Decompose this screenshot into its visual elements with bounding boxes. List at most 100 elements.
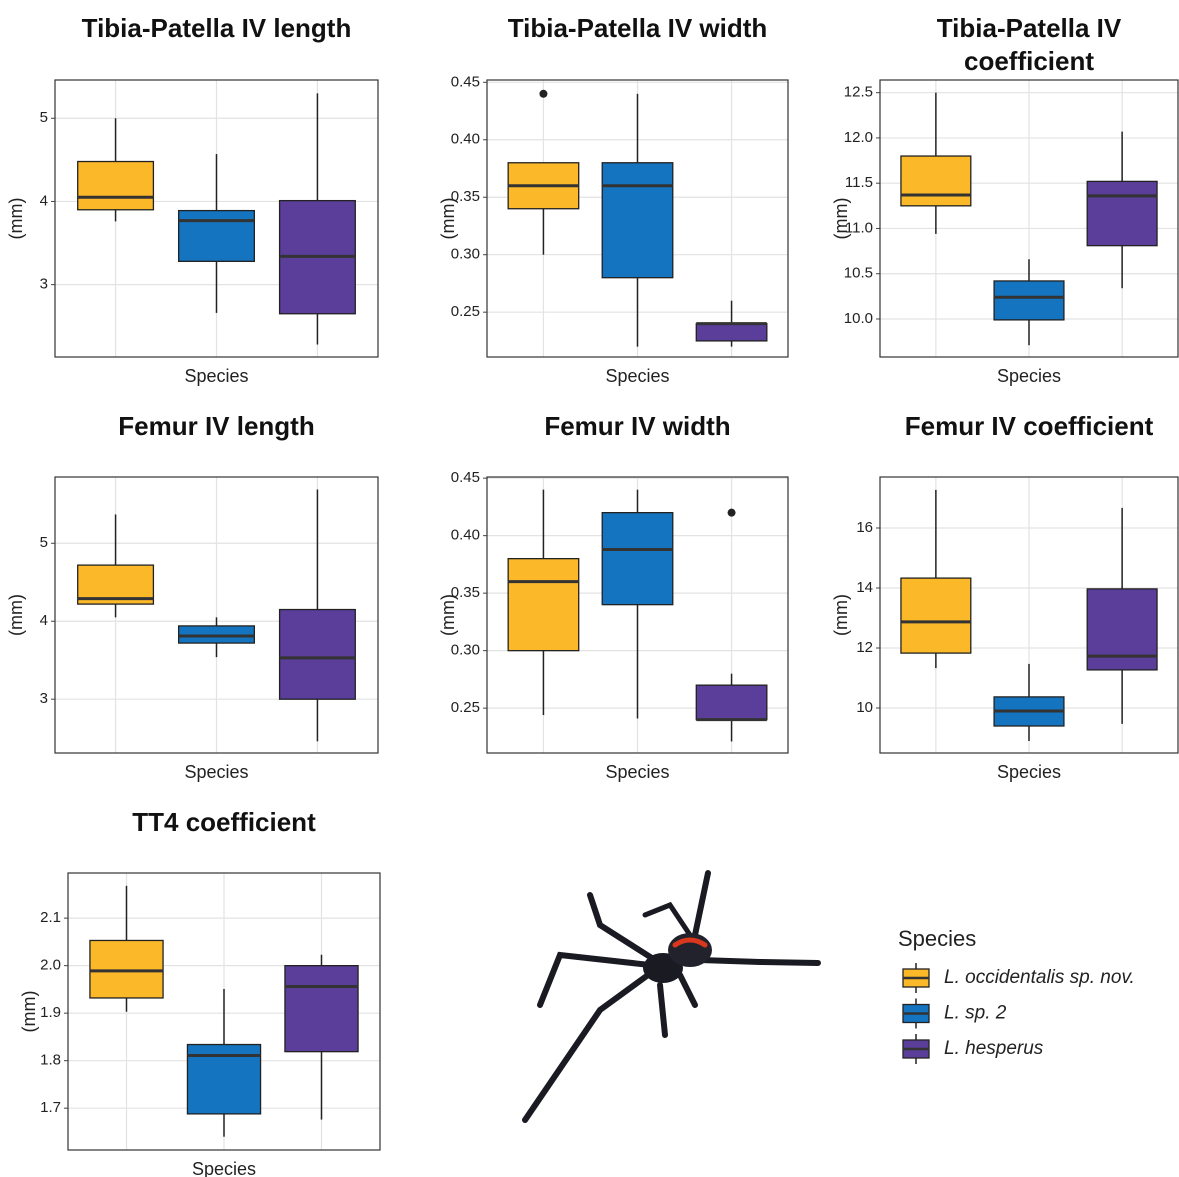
y-axis-label: (mm) (831, 198, 851, 240)
panel: 10 12 14 16 Species (mm) (831, 476, 1179, 782)
spider-leg (642, 901, 693, 938)
x-axis-label: Species (184, 366, 248, 386)
y-tick-label: 10.0 (844, 310, 873, 327)
box (1086, 180, 1158, 247)
y-tick-label: 0.35 (451, 188, 480, 205)
panel: 3 4 5 Species (mm) (6, 79, 379, 386)
spider-photo (522, 870, 821, 1123)
x-axis-label: Species (997, 762, 1061, 782)
y-axis-label: (mm) (831, 594, 851, 636)
x-axis-label: Species (997, 366, 1061, 386)
legend-label: L. hesperus (944, 1038, 1044, 1059)
y-axis-label: (mm) (438, 594, 458, 636)
y-tick-label: 4 (40, 192, 48, 209)
outlier (539, 89, 548, 98)
y-tick-label: 0.35 (451, 584, 480, 601)
y-axis-label: (mm) (6, 594, 26, 636)
panel-border (879, 476, 1179, 754)
spider-leg (692, 870, 711, 938)
spider-leg (657, 982, 668, 1038)
panel-border (879, 79, 1179, 358)
y-tick-label: 5 (40, 534, 48, 551)
spider-leg (677, 972, 698, 1008)
box (284, 965, 359, 1053)
y-axis-label: (mm) (438, 198, 458, 240)
x-axis-label: Species (192, 1159, 256, 1177)
chart-title: Femur IV length (118, 411, 315, 441)
y-tick-label: 1.7 (40, 1099, 61, 1116)
y-tick-label: 5 (40, 109, 48, 126)
chart-title: Tibia-Patella IV width (507, 13, 768, 43)
y-tick-label: 0.45 (451, 469, 480, 486)
y-axis-label: (mm) (6, 198, 26, 240)
y-tick-label: 12 (856, 639, 873, 656)
box (1086, 588, 1158, 671)
panel: 0.25 0.30 0.35 0.40 0.45 Species (mm) (438, 73, 789, 386)
y-tick-label: 2.0 (40, 957, 61, 974)
box (77, 160, 155, 211)
panel: 10.0 10.5 11.0 11.5 12.0 12.5 Species (mm) (831, 79, 1179, 386)
box (900, 155, 972, 207)
spider-leg (522, 972, 651, 1123)
box (601, 512, 674, 606)
chart-title: Tibia-Patella IV coefficient (936, 13, 1122, 76)
spider-leg (587, 892, 658, 963)
panel-border (54, 79, 379, 358)
panel-border (54, 476, 379, 754)
chart-title: TT4 coefficient (132, 807, 316, 837)
outlier (727, 508, 736, 517)
y-tick-label: 1.8 (40, 1052, 61, 1069)
box (278, 608, 356, 700)
panel-border (486, 79, 789, 358)
panel-border (67, 872, 381, 1151)
x-axis-label: Species (184, 762, 248, 782)
y-tick-label: 14 (856, 579, 873, 596)
y-axis-label: (mm) (19, 991, 39, 1033)
y-tick-label: 2.1 (40, 909, 61, 926)
y-tick-label: 10.5 (844, 265, 873, 282)
panel: 0.25 0.30 0.35 0.40 0.45 Species (mm) (438, 469, 789, 782)
y-tick-label: 0.25 (451, 699, 480, 716)
box (507, 558, 580, 652)
y-tick-label: 0.40 (451, 527, 480, 544)
y-tick-label: 12.0 (844, 129, 873, 146)
box (993, 280, 1065, 321)
box (900, 577, 972, 654)
y-tick-label: 0.45 (451, 73, 480, 90)
y-tick-label: 12.5 (844, 84, 873, 101)
box (177, 625, 256, 644)
box (695, 684, 768, 721)
panel: 3 4 5 Species (mm) (6, 476, 379, 782)
legend-title: Species (898, 926, 976, 951)
chart-title: Femur IV width (544, 411, 731, 441)
panel: 1.7 1.8 1.9 2.0 2.1 Species (mm) (19, 872, 381, 1177)
y-tick-label: 11.0 (845, 219, 873, 236)
y-tick-label: 3 (40, 690, 48, 707)
x-axis-label: Species (605, 366, 669, 386)
box (177, 209, 256, 262)
y-tick-label: 16 (856, 519, 873, 536)
y-tick-label: 4 (40, 612, 48, 629)
y-tick-label: 0.40 (451, 131, 480, 148)
y-tick-label: 0.30 (451, 642, 480, 659)
spider-leg (537, 951, 653, 1008)
y-tick-label: 10 (856, 699, 873, 716)
box (601, 162, 674, 279)
chart-title: Femur IV coefficient (904, 411, 1154, 441)
y-tick-label: 1.9 (40, 1004, 61, 1021)
legend-label: L. occidentalis sp. nov. (944, 967, 1135, 988)
x-axis-label: Species (605, 762, 669, 782)
spider-leg (697, 957, 821, 966)
y-tick-label: 11.5 (845, 174, 873, 191)
y-tick-label: 3 (40, 276, 48, 293)
y-tick-label: 0.25 (451, 303, 480, 320)
box (695, 323, 768, 342)
y-tick-label: 0.30 (451, 246, 480, 263)
legend-label: L. sp. 2 (944, 1003, 1007, 1024)
panel-border (486, 476, 789, 754)
box (89, 939, 164, 999)
spider-marking (672, 937, 708, 948)
chart-title: Tibia-Patella IV length (81, 13, 352, 43)
